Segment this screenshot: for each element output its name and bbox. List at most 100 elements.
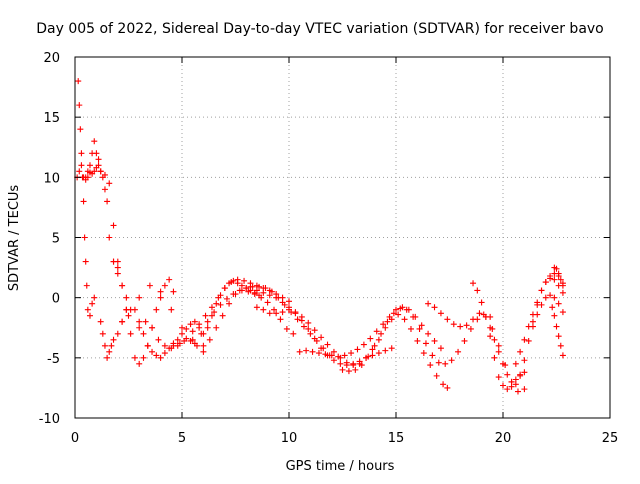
data-point <box>414 337 421 344</box>
data-point <box>555 270 562 277</box>
data-point <box>395 311 402 318</box>
data-point <box>300 323 307 330</box>
data-point <box>273 294 280 301</box>
data-point <box>153 352 160 359</box>
data-point <box>330 348 337 355</box>
data-point <box>140 354 147 361</box>
data-point <box>183 335 190 342</box>
data-point <box>318 334 325 341</box>
data-point <box>534 299 541 306</box>
data-point <box>431 337 438 344</box>
y-tick-label: 20 <box>43 51 60 66</box>
data-point <box>136 324 143 331</box>
data-point <box>110 222 117 229</box>
data-point <box>393 306 399 313</box>
data-point <box>476 310 483 317</box>
series-arc-12 <box>253 304 451 391</box>
series-arc-10 <box>191 283 333 359</box>
data-point <box>322 351 329 358</box>
data-point <box>292 309 299 316</box>
data-point <box>243 285 250 292</box>
chart-title: Day 005 of 2022, Sidereal Day-to-day VTE… <box>36 21 604 37</box>
x-axis-label: GPS time / hours <box>286 459 395 474</box>
y-tick-label: 15 <box>43 111 60 126</box>
data-point <box>521 369 528 376</box>
data-point <box>91 168 98 175</box>
data-point <box>350 362 357 369</box>
data-point <box>403 306 410 313</box>
data-point <box>78 162 85 169</box>
data-point <box>223 295 230 302</box>
data-point <box>226 300 233 307</box>
y-tick-label: 0 <box>52 292 60 307</box>
data-point <box>431 304 438 311</box>
data-point <box>534 311 541 318</box>
data-point <box>337 360 344 367</box>
series-arc-6 <box>119 282 207 349</box>
series-arc-9 <box>170 276 292 349</box>
data-point <box>81 234 88 241</box>
data-point <box>268 288 275 295</box>
data-point <box>440 381 447 388</box>
data-point <box>390 310 397 317</box>
x-tick-label: 25 <box>602 431 619 446</box>
data-point <box>450 321 457 328</box>
data-point <box>437 345 444 352</box>
data-point <box>215 294 222 301</box>
data-point <box>307 330 314 337</box>
x-tick-label: 10 <box>281 431 298 446</box>
data-point <box>470 280 477 287</box>
data-point <box>146 282 153 289</box>
data-point <box>174 336 181 343</box>
data-point <box>104 198 111 205</box>
data-point <box>444 384 451 391</box>
data-point <box>277 316 284 323</box>
y-tick-label: 10 <box>43 171 60 186</box>
data-point <box>119 282 126 289</box>
data-point <box>77 126 84 133</box>
data-point <box>149 348 156 355</box>
data-point <box>131 306 138 313</box>
data-point <box>521 386 528 393</box>
data-point <box>264 299 271 306</box>
data-point <box>104 354 111 361</box>
data-point <box>99 330 106 337</box>
data-point <box>253 304 260 311</box>
data-point <box>553 265 560 272</box>
data-point <box>457 323 464 330</box>
data-point <box>191 318 198 325</box>
data-point <box>114 264 121 271</box>
data-point <box>99 174 106 181</box>
data-point <box>78 150 85 157</box>
data-point <box>86 162 93 169</box>
data-point <box>504 371 511 378</box>
data-point <box>495 374 502 381</box>
data-point <box>157 294 164 301</box>
data-point <box>559 282 566 289</box>
data-point <box>290 330 297 337</box>
data-point <box>487 324 494 331</box>
data-point <box>110 336 117 343</box>
data-point <box>437 310 444 317</box>
data-points <box>74 78 566 395</box>
data-point <box>557 342 564 349</box>
data-point <box>318 345 325 352</box>
data-point <box>245 288 252 295</box>
data-point <box>217 301 224 308</box>
data-point <box>176 340 183 347</box>
data-point <box>84 306 91 313</box>
data-point <box>253 287 260 294</box>
data-point <box>75 78 82 85</box>
data-point <box>467 325 474 332</box>
data-point <box>343 359 350 366</box>
data-point <box>106 348 113 355</box>
data-point <box>514 388 521 395</box>
data-point <box>354 346 361 353</box>
data-point <box>482 313 489 320</box>
data-point <box>123 294 130 301</box>
series-arc-8 <box>136 287 297 355</box>
x-tick-label: 15 <box>388 431 405 446</box>
data-point <box>93 150 100 157</box>
series-arc-21 <box>551 264 566 289</box>
